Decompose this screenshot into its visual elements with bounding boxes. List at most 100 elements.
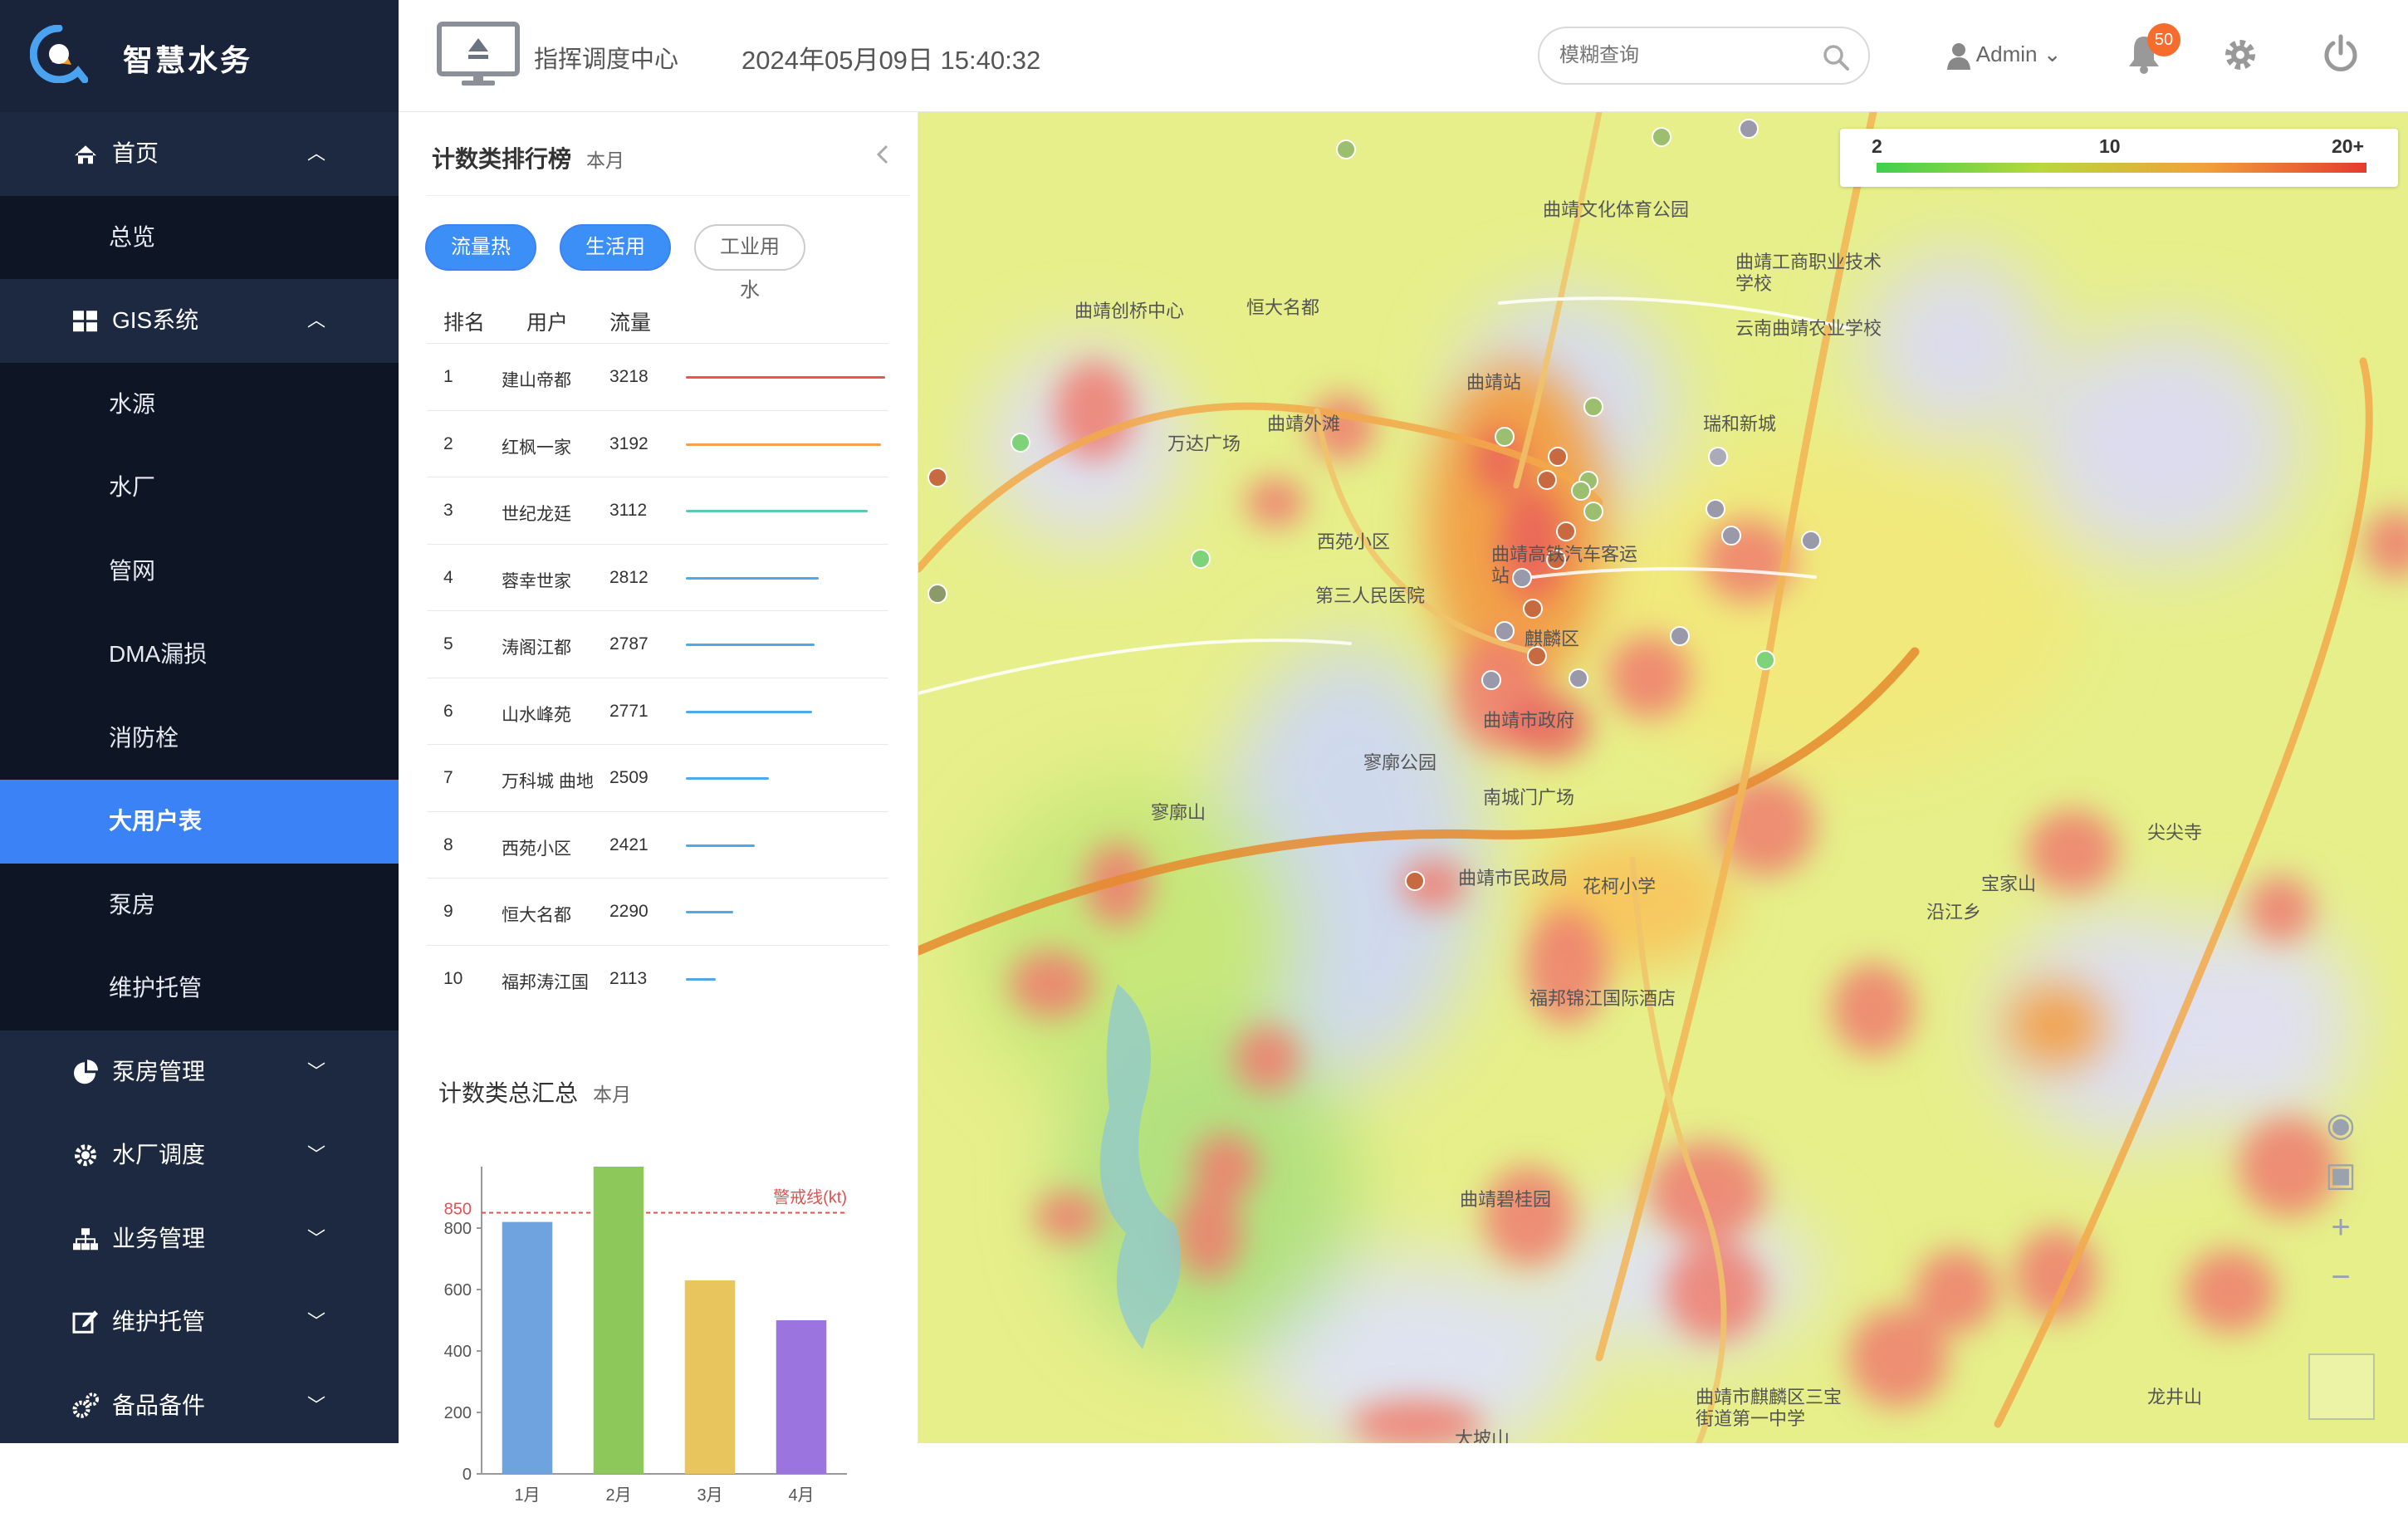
sidebar-item-overview[interactable]: 总览 — [0, 195, 399, 279]
filter-domestic-water[interactable]: 生活用水 — [560, 224, 671, 301]
zoom-in-icon[interactable]: + — [2331, 1209, 2351, 1246]
save-icon[interactable]: ▣ — [2325, 1157, 2357, 1193]
sidebar-item-spare-parts[interactable]: 备品备件 ﹀ — [0, 1363, 399, 1443]
sidebar-item-dma-leakage[interactable]: DMA漏损 — [0, 613, 399, 697]
map-marker[interactable] — [1512, 568, 1532, 588]
heat-spot — [1666, 1241, 1765, 1341]
map-marker[interactable] — [1011, 433, 1030, 453]
legend-max: 20+ — [2332, 135, 2365, 157]
sidebar-item-gis[interactable]: GIS系统 ︿ — [0, 279, 399, 363]
map-marker[interactable] — [1583, 502, 1603, 521]
datetime-display: 2024年05月09日 15:40:32 — [741, 46, 1041, 75]
search-icon[interactable] — [1822, 43, 1850, 71]
sidebar-item-maintenance-hosting[interactable]: 维护托管 ﹀ — [0, 1280, 399, 1364]
map-marker[interactable] — [927, 467, 947, 487]
map-marker[interactable] — [1652, 127, 1671, 147]
table-row[interactable]: 9 恒大名都 2290 — [427, 878, 888, 945]
map-marker[interactable] — [1739, 119, 1759, 139]
table-row[interactable]: 3 世纪龙廷 3112 — [427, 477, 888, 544]
table-row[interactable]: 8 西苑小区 2421 — [427, 810, 888, 879]
filter-flow-heat[interactable]: 流量热力 — [425, 224, 536, 301]
ranking-period: 本月 — [586, 149, 625, 171]
map-marker[interactable] — [1670, 626, 1690, 646]
heat-spot — [2363, 511, 2408, 577]
filter-industrial-water[interactable]: 工业用水 — [694, 224, 805, 301]
search-input[interactable] — [1559, 43, 1825, 68]
collapse-panel-icon[interactable] — [873, 142, 893, 167]
map-marker[interactable] — [927, 584, 947, 604]
rank-user: 蓉幸世家 — [502, 571, 571, 591]
map-marker[interactable] — [1801, 531, 1821, 551]
map-marker[interactable] — [1755, 650, 1775, 670]
sidebar-item-hydrant[interactable]: 消防栓 — [0, 696, 399, 780]
rank-flow: 2787 — [609, 634, 648, 653]
map-place-label: 宝家山 — [1981, 874, 2037, 894]
sidebar-item-pump-management[interactable]: 泵房管理 ﹀ — [0, 1030, 399, 1114]
gis-map[interactable]: 2 10 20+ 曲靖文化体育公园 曲靖工商职业技术学校 云南曲靖农业学校 曲靖创桥中… — [918, 112, 2408, 1443]
search-box[interactable] — [1538, 27, 1870, 85]
sidebar-item-pump-room[interactable]: 泵房 — [0, 863, 399, 947]
table-row[interactable]: 4 蓉幸世家 2812 — [427, 543, 888, 611]
map-marker[interactable] — [1569, 668, 1588, 688]
sidebar-item-plant-dispatch[interactable]: 水厂调度 ﹀ — [0, 1114, 399, 1197]
user-menu[interactable]: Admin ⌄ — [1946, 33, 2062, 75]
map-place-label: 曲靖市政府 — [1483, 710, 1575, 731]
y-tick-label: 0 — [463, 1466, 472, 1484]
heat-spot — [2247, 876, 2313, 942]
sidebar-item-large-user-meter[interactable]: 大用户表 — [0, 780, 399, 864]
minimap[interactable] — [2308, 1353, 2375, 1420]
table-row[interactable]: 2 红枫一家 3192 — [427, 409, 888, 477]
zoom-out-icon[interactable]: − — [2331, 1259, 2351, 1295]
heat-spot — [1649, 1142, 1765, 1241]
map-marker[interactable] — [1571, 481, 1591, 501]
x-tick-label: 1月 — [514, 1486, 540, 1505]
sidebar-item-water-source[interactable]: 水源 — [0, 362, 399, 446]
map-marker[interactable] — [1556, 521, 1576, 541]
map-place-label: 曲靖创桥中心 — [1074, 301, 1185, 321]
sidebar-item-home[interactable]: 首页 ︿ — [0, 112, 399, 196]
settings-icon[interactable] — [2222, 37, 2259, 73]
monitor-icon[interactable] — [437, 22, 520, 88]
rank-flow: 3218 — [609, 367, 648, 386]
rank-number: 1 — [443, 367, 453, 386]
sidebar-item-label: 水厂 — [109, 474, 156, 500]
sidebar-item-water-plant[interactable]: 水厂 — [0, 446, 399, 530]
map-marker[interactable] — [1537, 470, 1557, 490]
sidebar-item-label: 业务管理 — [112, 1225, 206, 1251]
page-title: 指挥调度中心 — [534, 46, 679, 73]
map-marker[interactable] — [1405, 871, 1425, 891]
column-rank: 排名 — [443, 311, 486, 335]
x-tick-label: 4月 — [788, 1486, 814, 1505]
map-marker[interactable] — [1583, 397, 1603, 417]
rank-user: 红枫一家 — [502, 438, 571, 458]
y-tick-label: 200 — [444, 1404, 472, 1422]
map-marker[interactable] — [1481, 670, 1501, 690]
edit-icon — [72, 1310, 98, 1334]
map-marker[interactable] — [1527, 646, 1547, 666]
map-place-label: 寥廓公园 — [1363, 752, 1437, 773]
eye-icon[interactable]: ◉ — [2326, 1107, 2356, 1143]
x-tick-label: 2月 — [605, 1486, 631, 1505]
sidebar-item-pipe-network[interactable]: 管网 — [0, 529, 399, 613]
table-row[interactable]: 10 福邦涛江国 2113 — [427, 944, 888, 1012]
map-marker[interactable] — [1523, 599, 1543, 619]
power-icon[interactable] — [2322, 33, 2360, 73]
table-row[interactable]: 7 万科城 曲地 2509 — [427, 744, 888, 811]
table-row[interactable]: 6 山水峰苑 2771 — [427, 677, 888, 745]
map-marker[interactable] — [1721, 526, 1741, 546]
sidebar-item-maintenance[interactable]: 维护托管 — [0, 947, 399, 1030]
map-marker[interactable] — [1706, 499, 1725, 519]
rank-user: 福邦涛江国 — [502, 972, 589, 992]
table-row[interactable]: 5 涛阁江都 2787 — [427, 610, 888, 678]
map-marker[interactable] — [1495, 427, 1515, 447]
map-marker[interactable] — [1191, 549, 1211, 569]
chevron-up-icon: ︿ — [306, 310, 325, 330]
map-marker[interactable] — [1708, 447, 1728, 467]
map-marker[interactable] — [1495, 621, 1515, 641]
map-marker[interactable] — [1548, 447, 1568, 467]
table-row[interactable]: 1 建山帝都 3218 — [427, 343, 888, 410]
map-marker[interactable] — [1546, 550, 1566, 570]
summary-title: 计数类总汇总 — [438, 1080, 579, 1106]
map-marker[interactable] — [1336, 139, 1356, 159]
sidebar-item-business-management[interactable]: 业务管理 ﹀ — [0, 1197, 399, 1280]
